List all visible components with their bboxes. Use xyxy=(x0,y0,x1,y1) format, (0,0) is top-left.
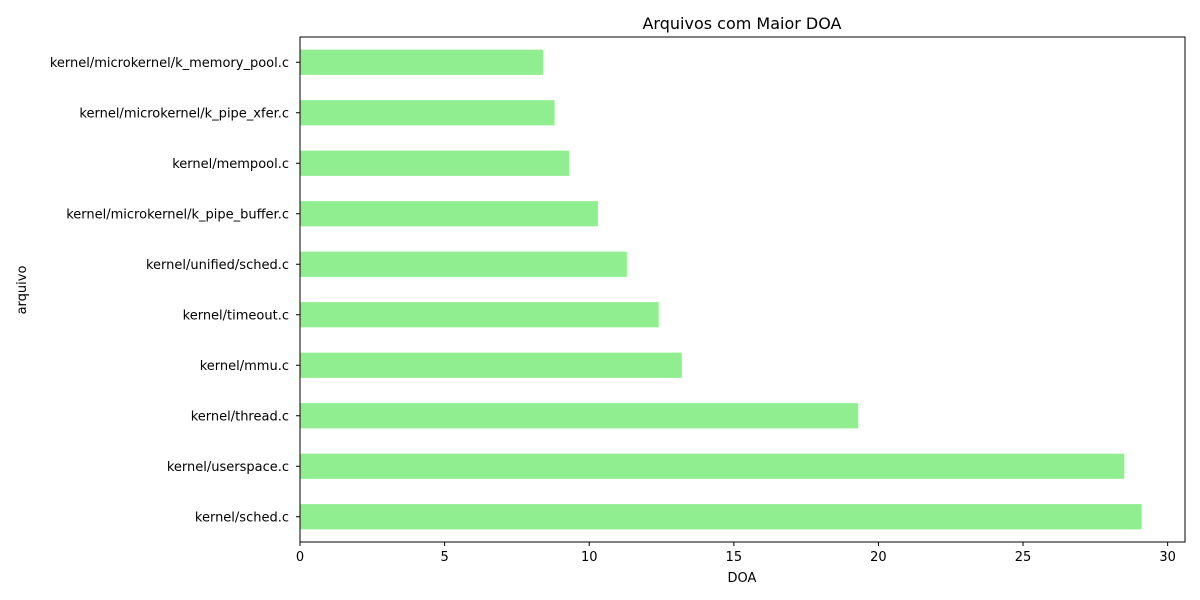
x-tick-label: 25 xyxy=(1015,550,1032,565)
y-tick-label: kernel/sched.c xyxy=(195,510,289,525)
bar-kernel/userspace.c xyxy=(300,453,1125,479)
x-tick-label: 20 xyxy=(870,550,887,565)
bar-kernel/mmu.c xyxy=(300,352,682,378)
bar-kernel/thread.c xyxy=(300,403,859,429)
y-tick-label: kernel/thread.c xyxy=(191,409,289,424)
chart-title: Arquivos com Maior DOA xyxy=(642,14,841,33)
y-tick-label: kernel/userspace.c xyxy=(167,460,289,475)
y-axis-label: arquivo xyxy=(15,266,30,315)
x-tick-label: 15 xyxy=(726,550,743,565)
x-tick-label: 10 xyxy=(581,550,598,565)
bar-kernel/microkernel/k_pipe_xfer.c xyxy=(300,100,555,126)
y-axis-ticks: kernel/sched.c kernel/userspace.c kernel/t… xyxy=(50,56,300,525)
bar-kernel/sched.c xyxy=(300,504,1142,530)
plot-frame xyxy=(299,36,1186,543)
bar-kernel/microkernel/k_memory_pool.c xyxy=(300,49,543,75)
x-tick-label: 30 xyxy=(1159,550,1176,565)
x-tick-label: 5 xyxy=(440,550,448,565)
x-axis-ticks: 0 5 10 15 20 25 30 xyxy=(296,542,1176,565)
y-tick-label: kernel/microkernel/k_memory_pool.c xyxy=(50,56,289,71)
y-tick-label: kernel/mmu.c xyxy=(200,359,289,374)
y-tick-label: kernel/microkernel/k_pipe_buffer.c xyxy=(66,207,289,222)
bar-kernel/microkernel/k_pipe_buffer.c xyxy=(300,201,598,227)
x-tick-label: 0 xyxy=(296,550,304,565)
y-tick-label: kernel/mempool.c xyxy=(172,157,289,172)
bars-group xyxy=(300,49,1142,530)
bar-kernel/timeout.c xyxy=(300,302,659,328)
bar-kernel/mempool.c xyxy=(300,150,569,176)
y-tick-label: kernel/timeout.c xyxy=(183,308,289,323)
bar-kernel/unified/sched.c xyxy=(300,251,627,277)
y-tick-label: kernel/microkernel/k_pipe_xfer.c xyxy=(79,106,289,121)
y-tick-label: kernel/unified/sched.c xyxy=(146,258,289,273)
x-axis-label: DOA xyxy=(728,571,757,586)
